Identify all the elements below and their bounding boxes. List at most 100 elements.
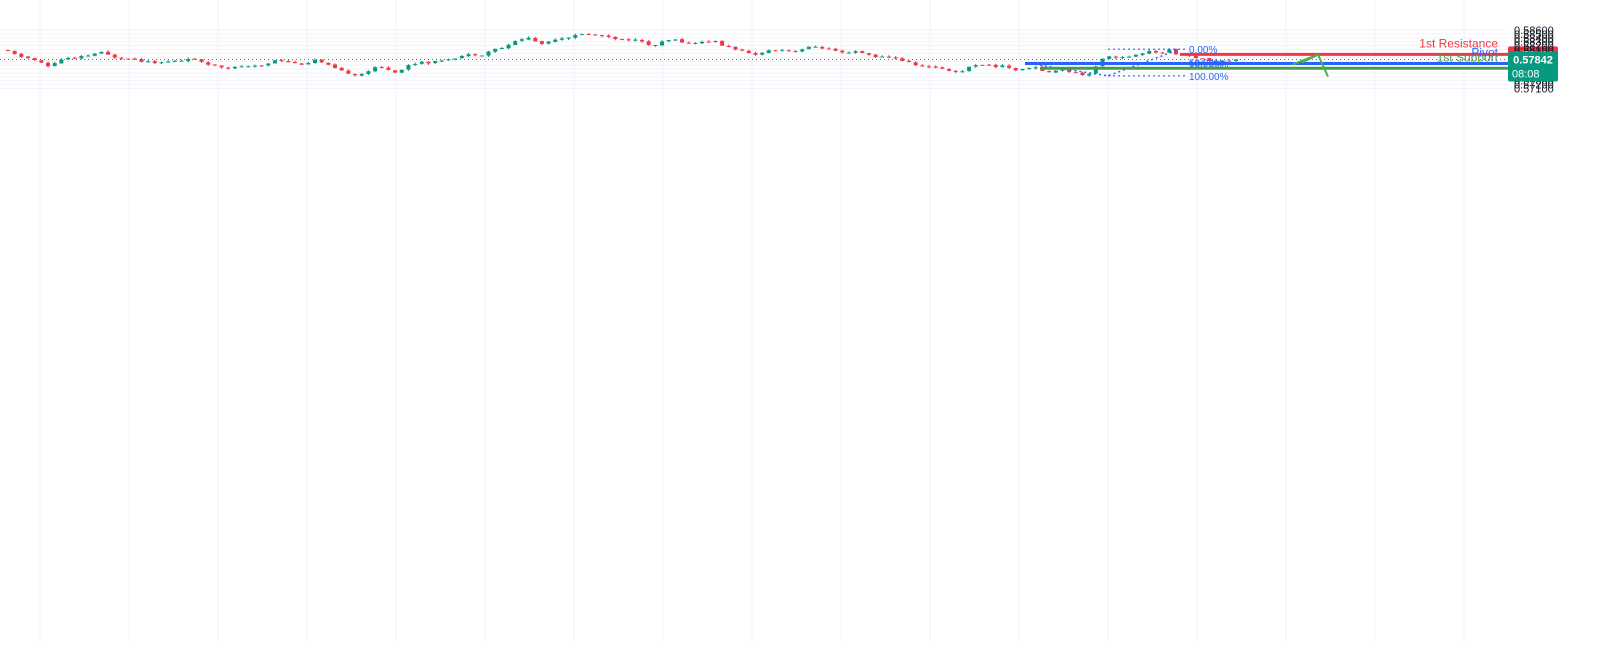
candle-body xyxy=(813,46,818,48)
candle-body xyxy=(786,50,791,52)
candle-body xyxy=(399,69,404,73)
candle-body xyxy=(52,63,57,67)
candle-body xyxy=(306,63,311,65)
candle-body xyxy=(793,51,798,53)
candle-body xyxy=(439,60,444,62)
candle-body xyxy=(947,69,952,71)
candle-body xyxy=(519,39,524,41)
candle-body xyxy=(1127,56,1132,58)
candle-body xyxy=(933,66,938,68)
candle-body xyxy=(433,60,438,64)
candle-body xyxy=(1120,57,1125,59)
candle-body xyxy=(159,62,164,64)
candle-body xyxy=(226,67,231,69)
candle-body xyxy=(620,38,624,40)
candle-body xyxy=(72,57,77,59)
candle-body xyxy=(1020,69,1025,71)
candle-body xyxy=(606,35,611,37)
candle-body xyxy=(866,53,871,55)
candle-body xyxy=(26,56,31,59)
candle-body xyxy=(453,58,458,60)
candle-body xyxy=(886,56,891,58)
candle-body xyxy=(353,73,358,76)
candle-body xyxy=(146,61,151,63)
candle-body xyxy=(700,41,705,44)
candle-body xyxy=(646,41,651,46)
candle-body xyxy=(279,60,284,62)
candle-body xyxy=(906,60,911,63)
candle-body xyxy=(773,50,778,52)
candle-body xyxy=(1140,53,1145,56)
candle-body xyxy=(666,39,671,42)
candle-body xyxy=(1193,55,1198,59)
fib-level-label: 100.00% xyxy=(1189,72,1229,83)
candle-body xyxy=(299,63,304,65)
candle-body xyxy=(633,39,638,41)
candle-body xyxy=(419,61,424,64)
annotations: 0.00%50.00%100.00%100.00%1st ResistanceP… xyxy=(0,36,1508,83)
candle-body xyxy=(1200,58,1205,60)
candle-body xyxy=(953,70,958,72)
candle-body xyxy=(139,59,144,62)
grid xyxy=(0,0,1508,641)
candle-body xyxy=(1147,50,1152,54)
candle-body xyxy=(79,56,84,59)
candle-body xyxy=(927,66,931,68)
candle-body xyxy=(1220,60,1225,63)
candle-body xyxy=(346,70,351,74)
candle-body xyxy=(553,39,558,42)
candle-body xyxy=(199,59,204,62)
candle-body xyxy=(112,54,117,58)
candle-body xyxy=(873,54,878,58)
candle-body xyxy=(106,51,111,55)
candle-body xyxy=(626,39,631,41)
candle-body xyxy=(333,64,338,68)
current-price-tag xyxy=(1508,51,1558,82)
candle-body xyxy=(780,50,785,52)
candle-body xyxy=(152,61,157,64)
candle-body xyxy=(1093,66,1098,74)
countdown-label: 08:08 xyxy=(1512,69,1540,81)
candle-body xyxy=(1013,67,1018,71)
price-axis[interactable]: 0.579760.577400.576190.586000.585000.584… xyxy=(1508,25,1558,96)
candle-body xyxy=(853,51,858,53)
candle-body xyxy=(286,61,291,63)
candle-body xyxy=(840,50,845,53)
candle-body xyxy=(1067,69,1072,72)
candle-body xyxy=(613,36,618,40)
price-tick-label: 0.58600 xyxy=(1514,25,1554,37)
candle-body xyxy=(1047,71,1052,73)
candle-body xyxy=(459,55,464,59)
level-name: Pivot xyxy=(1471,46,1498,60)
candle-body xyxy=(880,56,885,58)
candle-body xyxy=(1073,72,1078,74)
candle-body xyxy=(800,49,805,52)
candle-body xyxy=(1207,58,1212,62)
candle-body xyxy=(266,63,271,66)
candle-body xyxy=(599,35,604,37)
candle-body xyxy=(720,40,725,46)
candle-body xyxy=(59,59,64,64)
candle-body xyxy=(39,60,44,63)
candle-body xyxy=(172,60,177,62)
candle-body xyxy=(239,66,244,68)
candle-body xyxy=(1000,65,1005,68)
candle-body xyxy=(766,50,771,53)
candle-body xyxy=(86,55,91,57)
candle-body xyxy=(586,34,591,36)
candle-body xyxy=(967,66,972,72)
candle-body xyxy=(706,41,711,43)
candle-body xyxy=(653,45,658,47)
candle-body xyxy=(359,73,364,76)
candle-body xyxy=(292,62,297,64)
candle-body xyxy=(506,44,511,49)
candle-body xyxy=(339,67,344,71)
candle-body xyxy=(413,63,418,65)
candle-body xyxy=(179,60,184,62)
candle-body xyxy=(826,48,831,50)
candle-body xyxy=(1234,59,1238,61)
candle-body xyxy=(559,38,564,40)
candle-body xyxy=(893,57,898,59)
